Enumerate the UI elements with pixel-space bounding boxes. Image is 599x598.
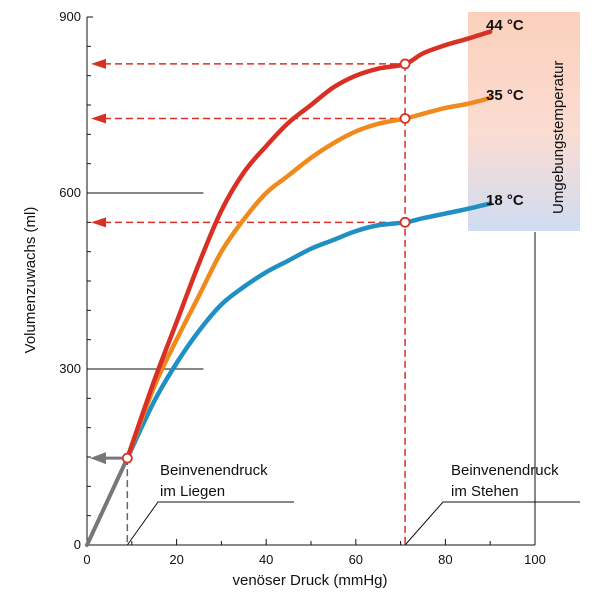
series-lines: [85, 29, 493, 547]
temperature-band: [468, 12, 580, 231]
y-tick-label: 0: [74, 537, 81, 552]
markers: [121, 58, 411, 464]
series-line-0: [125, 29, 493, 461]
standing-marker: [399, 113, 411, 124]
x-tick-label: 40: [259, 552, 273, 567]
y-tick-label: 600: [59, 185, 81, 200]
series-label-2: 18 °C: [486, 192, 524, 209]
series-label-0: 44 °C: [486, 17, 524, 34]
initial-segment: [85, 456, 130, 547]
temperature-band-title: Umgebungstemperatur: [550, 61, 567, 214]
lying-arrowhead: [90, 452, 106, 465]
series-label-1: 35 °C: [486, 87, 524, 104]
x-tick-label: 0: [83, 552, 90, 567]
y-tick-label: 300: [59, 361, 81, 376]
x-tick-label: 20: [169, 552, 183, 567]
standing-arrowhead: [91, 58, 106, 69]
x-tick-label: 80: [438, 552, 452, 567]
guide-lines: [90, 58, 580, 546]
labels: 0 300 600 900 0 20 40 60 80 100 44 °C 35 °C 18 °C: [59, 9, 546, 567]
series-line-2: [125, 201, 493, 461]
y-tick-label: 900: [59, 9, 81, 24]
x-tick-label: 100: [524, 552, 546, 567]
standing-arrowhead: [91, 113, 106, 124]
x-tick-label: 60: [349, 552, 363, 567]
standing-marker: [399, 216, 411, 228]
annotation-lying-line1: Beinvenendruck: [160, 462, 268, 479]
standing-marker: [399, 58, 411, 70]
standing-leader-line: [404, 501, 580, 546]
series-line-1: [125, 95, 493, 461]
annotation-standing-line2: im Stehen: [451, 483, 519, 500]
lying-leader-line: [126, 501, 294, 546]
lying-marker: [121, 452, 133, 464]
standing-arrowhead: [91, 217, 106, 228]
y-axis-title: Volumenzuwachs (ml): [22, 207, 39, 354]
axes: [86, 16, 536, 546]
annotation-standing-line1: Beinvenendruck: [451, 462, 559, 479]
x-axis-title: venöser Druck (mmHg): [232, 572, 387, 589]
annotation-lying-line2: im Liegen: [160, 483, 225, 500]
